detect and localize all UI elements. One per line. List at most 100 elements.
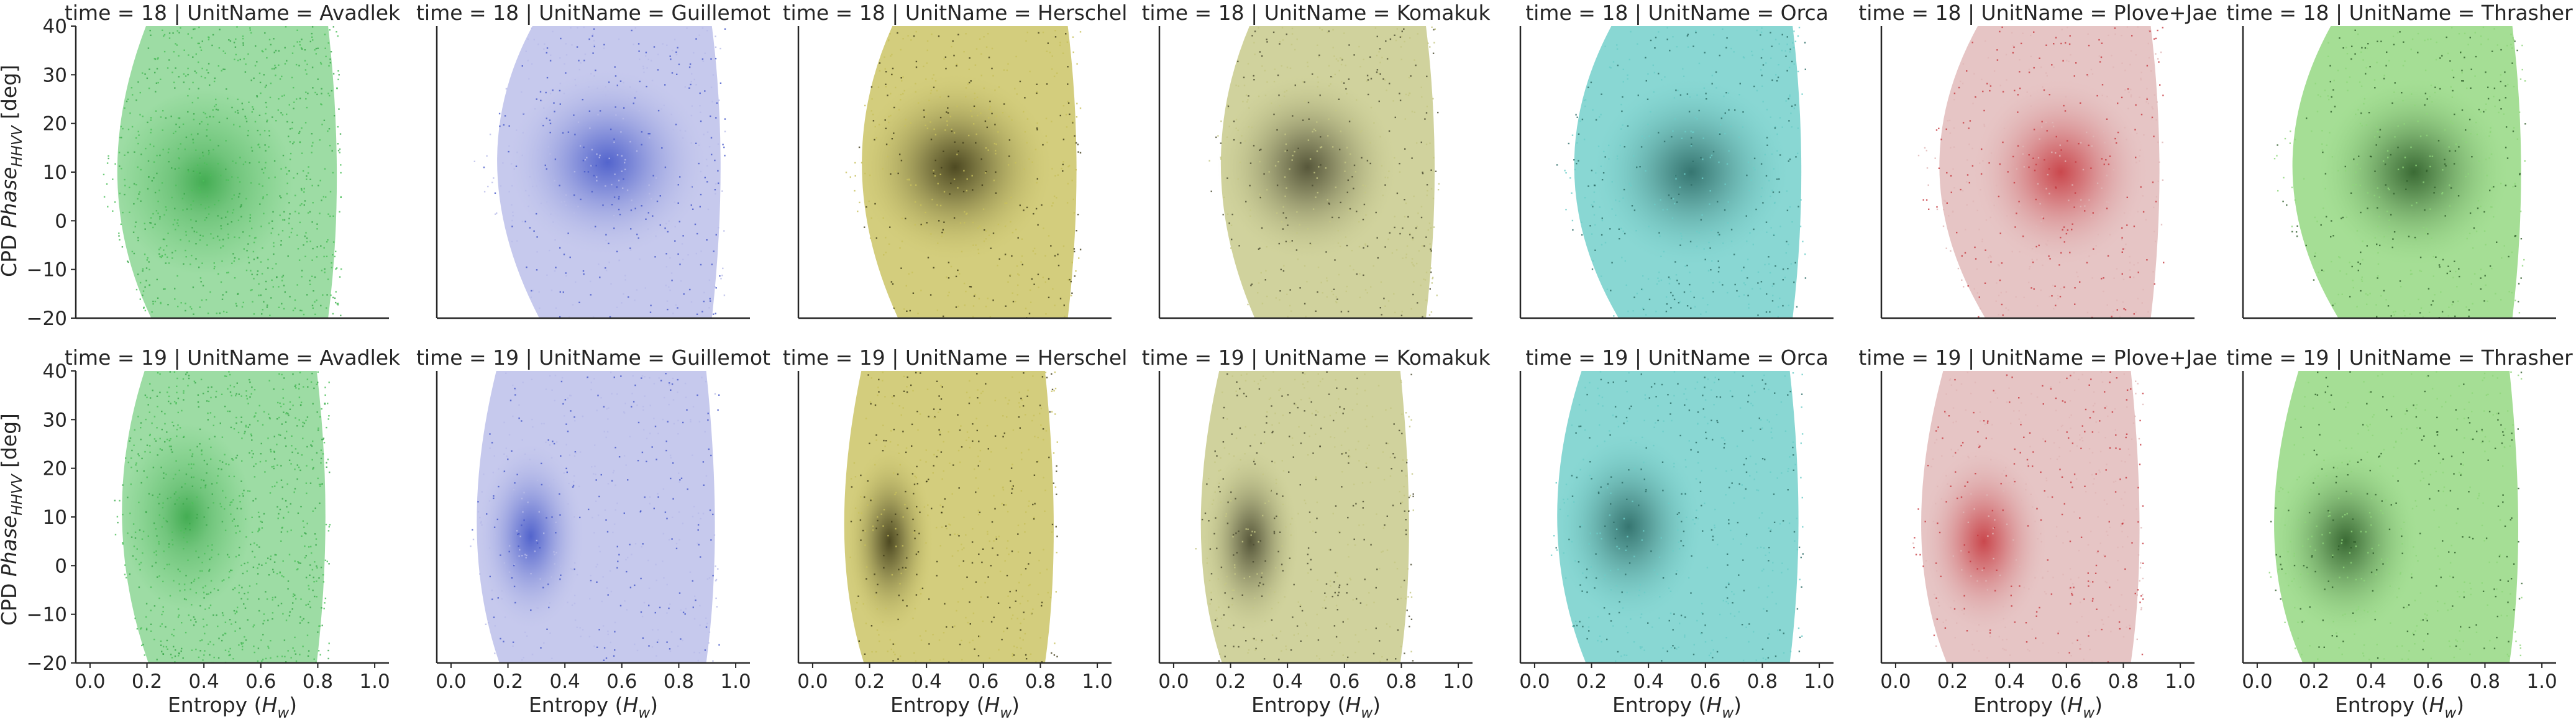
scatter-point — [284, 219, 285, 221]
scatter-point — [1655, 311, 1656, 312]
scatter-point — [320, 180, 321, 181]
scatter-point — [1648, 278, 1649, 280]
scatter-point — [559, 185, 560, 186]
scatter-point — [638, 43, 639, 44]
scatter-point — [1727, 163, 1728, 165]
scatter-point — [1397, 193, 1398, 194]
scatter-point — [1067, 83, 1068, 85]
scatter-point — [337, 143, 339, 144]
scatter-point — [2030, 35, 2031, 36]
scatter-point — [1425, 237, 1427, 238]
scatter-point — [235, 47, 236, 48]
scatter-point — [317, 185, 319, 186]
scatter-point — [310, 444, 311, 446]
scatter-point — [142, 116, 144, 117]
scatter-point — [1236, 119, 1237, 120]
scatter-point — [2155, 241, 2156, 242]
scatter-point — [972, 222, 974, 223]
scatter-point — [542, 125, 544, 126]
scatter-point — [178, 653, 180, 654]
scatter-point — [2446, 37, 2447, 38]
scatter-point — [1013, 301, 1014, 302]
scatter-point — [1619, 201, 1620, 202]
scatter-point — [1042, 144, 1043, 145]
scatter-point — [159, 373, 160, 375]
scatter-point — [1684, 291, 1685, 293]
scatter-point — [289, 554, 290, 555]
scatter-point — [855, 175, 856, 176]
scatter-point — [168, 396, 170, 397]
scatter-point — [221, 640, 222, 641]
scatter-point — [932, 78, 933, 79]
scatter-point — [262, 527, 263, 528]
scatter-point — [935, 160, 936, 161]
scatter-point — [313, 577, 314, 578]
scatter-point — [668, 221, 669, 222]
scatter-point — [2332, 304, 2333, 306]
scatter-point — [175, 124, 176, 125]
x-tick-label: 0.6 — [245, 670, 276, 693]
scatter-point — [312, 87, 313, 88]
scatter-point — [152, 227, 153, 228]
scatter-point — [890, 55, 891, 57]
scatter-point — [147, 78, 148, 79]
scatter-point — [2155, 53, 2156, 55]
scatter-point — [196, 232, 197, 233]
scatter-point — [718, 183, 719, 184]
scatter-point — [2394, 136, 2395, 137]
scatter-point — [278, 307, 280, 308]
scatter-point — [654, 383, 655, 384]
scatter-point — [1063, 105, 1064, 106]
scatter-point — [1435, 29, 1436, 30]
scatter-point — [218, 65, 219, 66]
scatter-point — [1669, 278, 1671, 280]
scatter-point — [1950, 250, 1951, 252]
scatter-point — [184, 193, 185, 194]
scatter-point — [2506, 126, 2507, 127]
scatter-point — [135, 537, 136, 539]
scatter-point — [1327, 199, 1328, 200]
scatter-point — [1746, 175, 1747, 176]
scatter-point — [1671, 198, 1672, 199]
scatter-point — [339, 152, 340, 153]
scatter-point — [1738, 94, 1740, 95]
scatter-point — [1775, 74, 1776, 75]
scatter-point — [130, 483, 132, 485]
scatter-point — [171, 539, 173, 541]
scatter-point — [636, 234, 637, 235]
scatter-point — [2111, 316, 2112, 317]
scatter-point — [1017, 285, 1018, 286]
scatter-point — [340, 315, 341, 316]
scatter-point — [150, 117, 152, 118]
scatter-point — [286, 114, 287, 115]
scatter-point — [264, 32, 265, 34]
scatter-point — [621, 302, 622, 303]
scatter-point — [1630, 185, 1632, 186]
scatter-point — [1712, 282, 1714, 283]
scatter-point — [1318, 55, 1320, 56]
scatter-point — [194, 382, 196, 383]
scatter-point — [332, 297, 334, 298]
scatter-point — [265, 86, 266, 88]
scatter-point — [1751, 51, 1752, 52]
scatter-point — [2507, 84, 2508, 85]
scatter-point — [224, 508, 225, 510]
scatter-point — [911, 272, 913, 273]
scatter-point — [142, 295, 143, 296]
scatter-point — [2500, 49, 2501, 50]
scatter-point — [2338, 294, 2339, 295]
scatter-point — [688, 88, 690, 89]
scatter-point — [301, 402, 302, 403]
scatter-point — [1990, 261, 1991, 262]
scatter-point — [260, 226, 262, 227]
scatter-point — [2458, 195, 2459, 196]
scatter-point — [225, 497, 226, 498]
scatter-point — [114, 500, 116, 501]
scatter-point — [1347, 192, 1348, 193]
scatter-point — [142, 72, 143, 73]
scatter-point — [142, 268, 144, 270]
scatter-point — [187, 74, 188, 75]
scatter-point — [1743, 282, 1745, 283]
scatter-point — [157, 279, 158, 280]
scatter-point — [2414, 237, 2416, 238]
